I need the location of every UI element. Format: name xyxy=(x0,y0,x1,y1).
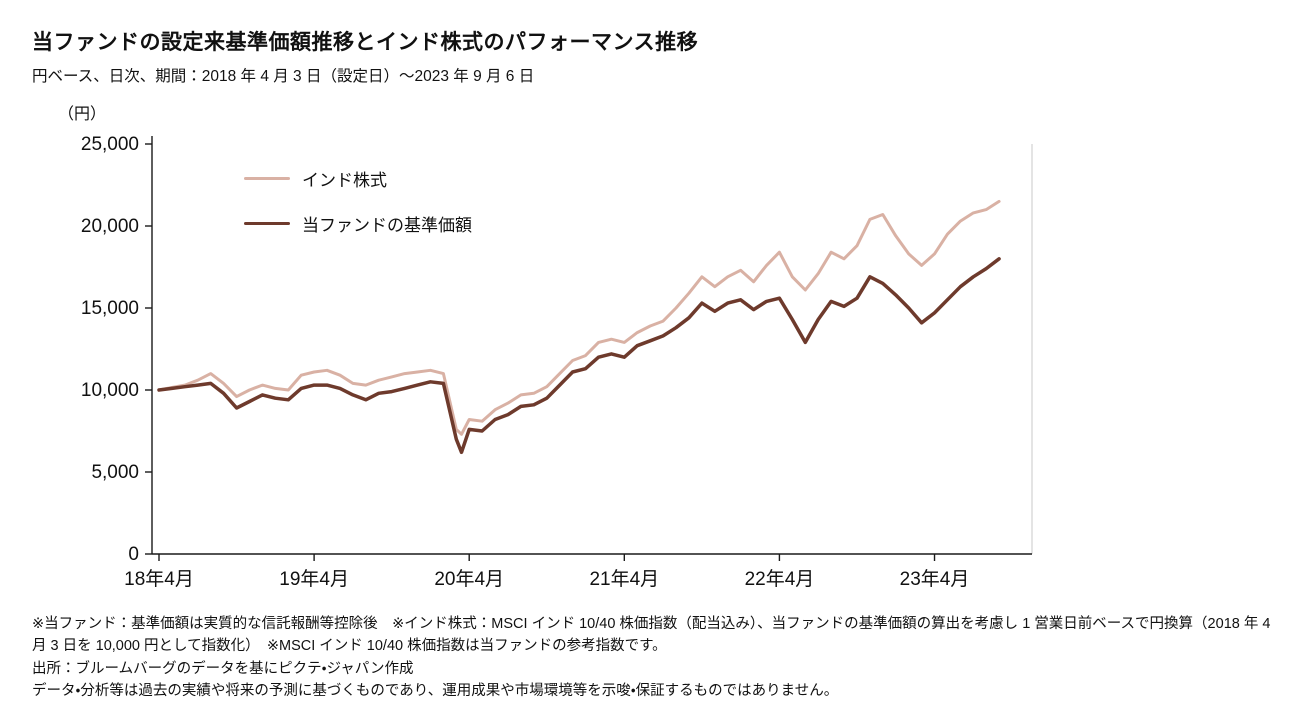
legend-swatch xyxy=(244,221,290,226)
chart-legend: インド株式 当ファンドの基準価額 xyxy=(244,166,472,236)
svg-text:20年4月: 20年4月 xyxy=(434,568,504,590)
svg-text:5,000: 5,000 xyxy=(91,462,139,483)
page-title: 当ファンドの設定来基準価額推移とインド株式のパフォーマンス推移 xyxy=(32,31,699,54)
svg-text:18年4月: 18年4月 xyxy=(124,568,194,590)
svg-text:15,000: 15,000 xyxy=(81,298,139,319)
svg-text:22年4月: 22年4月 xyxy=(745,568,815,590)
svg-text:20,000: 20,000 xyxy=(81,216,139,237)
footnote-disclaimer: ※当ファンド：基準価額は実質的な信託報酬等控除後 ※インド株式：MSCI インド… xyxy=(32,616,1271,655)
svg-text:25,000: 25,000 xyxy=(81,134,139,155)
svg-text:23年4月: 23年4月 xyxy=(900,568,970,590)
chart-canvas: 0 5,000 10,000 15,000 20,000 25,000 18年4月 19年4月… xyxy=(81,134,1033,590)
legend-swatch xyxy=(244,177,290,180)
page-subtitle: 円ベース、日次、期間：2018 年 4 月 3 日（設定日）～2023 年 9 … xyxy=(32,68,535,85)
chart-area: 0 5,000 10,000 15,000 20,000 25,000 18年4月 19年4月… xyxy=(32,124,1092,609)
footnotes: ※当ファンド：基準価額は実質的な信託報酬等控除後 ※インド株式：MSCI インド… xyxy=(32,613,1277,703)
svg-text:19年4月: 19年4月 xyxy=(279,568,349,590)
footnote-notice: データ・分析等は過去の実績や将来の予測に基づくものであり、運用成果や市場環境等を… xyxy=(32,683,839,700)
legend-label: インド株式 xyxy=(302,171,387,190)
svg-text:10,000: 10,000 xyxy=(81,380,139,401)
y-axis-unit-label: （円） xyxy=(58,106,107,123)
legend-item: インド株式 xyxy=(244,166,472,191)
footnote-source: 出所：ブルームバーグのデータを基にピクテ・ジャパン作成 xyxy=(32,660,414,677)
svg-text:21年4月: 21年4月 xyxy=(589,568,659,590)
legend-label: 当ファンドの基準価額 xyxy=(302,216,472,235)
svg-text:0: 0 xyxy=(128,544,139,565)
legend-item: 当ファンドの基準価額 xyxy=(244,211,472,236)
